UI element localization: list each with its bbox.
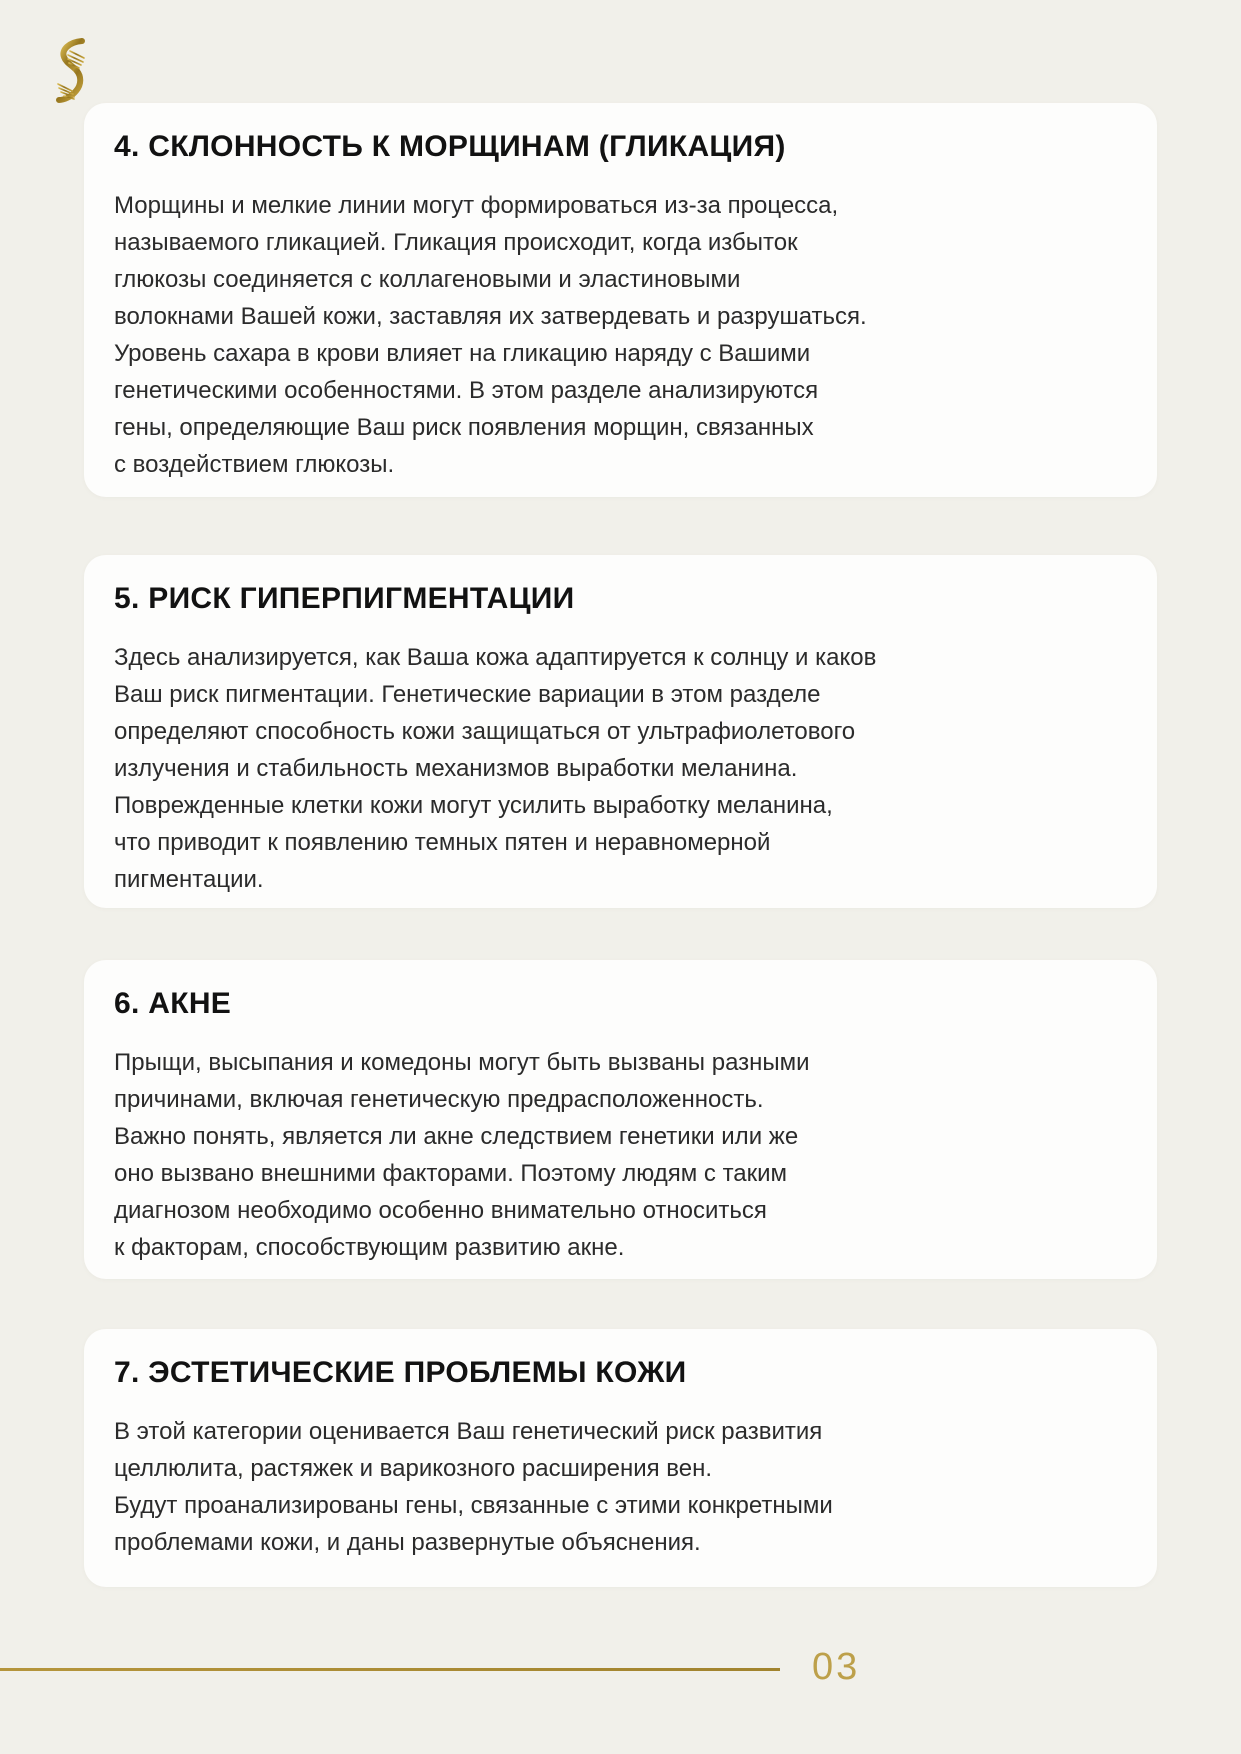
section-body-wrinkles: Морщины и мелкие линии могут формировать… [114, 192, 867, 478]
page-number: 03 [812, 1646, 861, 1688]
section-card-aesthetic-skin-problems: 7. ЭСТЕТИЧЕСКИЕ ПРОБЛЕМЫ КОЖИ В этой кат… [84, 1329, 1157, 1587]
section-body-aesthetic: В этой категории оценивается Ваш генетич… [114, 1418, 833, 1556]
dna-helix-logo-icon [52, 38, 90, 104]
section-body-hyperpigmentation: Здесь анализируется, как Ваша кожа адапт… [114, 644, 877, 893]
section-title-acne: 6. АКНЕ [114, 987, 232, 1020]
section-card-wrinkles-glycation: 4. СКЛОННОСТЬ К МОРЩИНАМ (ГЛИКАЦИЯ) Морщ… [84, 103, 1157, 497]
footer-divider-line [0, 1668, 780, 1671]
section-body-acne: Прыщи, высыпания и комедоны могут быть в… [114, 1049, 810, 1261]
section-title-wrinkles: 4. СКЛОННОСТЬ К МОРЩИНАМ (ГЛИКАЦИЯ) [114, 130, 786, 163]
section-title-aesthetic: 7. ЭСТЕТИЧЕСКИЕ ПРОБЛЕМЫ КОЖИ [114, 1356, 687, 1389]
section-card-acne: 6. АКНЕ Прыщи, высыпания и комедоны могу… [84, 960, 1157, 1279]
section-title-hyperpigmentation: 5. РИСК ГИПЕРПИГМЕНТАЦИИ [114, 582, 575, 615]
section-card-hyperpigmentation: 5. РИСК ГИПЕРПИГМЕНТАЦИИ Здесь анализиру… [84, 555, 1157, 908]
